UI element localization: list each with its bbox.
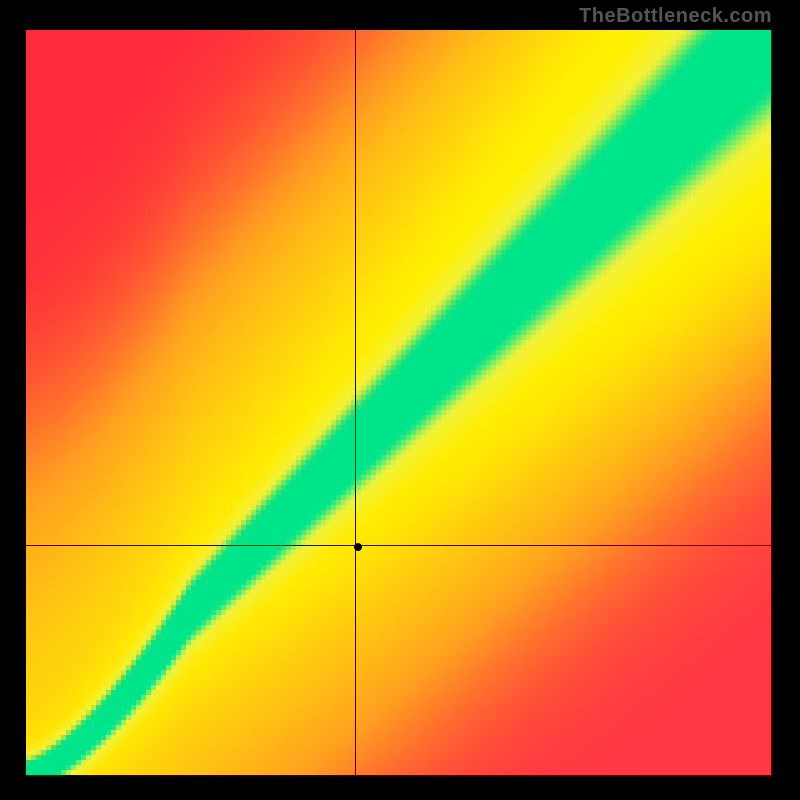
crosshair-vertical <box>355 30 356 775</box>
bottleneck-heatmap <box>26 30 771 775</box>
crosshair-horizontal <box>26 545 771 546</box>
marker-dot <box>354 543 362 551</box>
watermark-text: TheBottleneck.com <box>579 5 772 28</box>
